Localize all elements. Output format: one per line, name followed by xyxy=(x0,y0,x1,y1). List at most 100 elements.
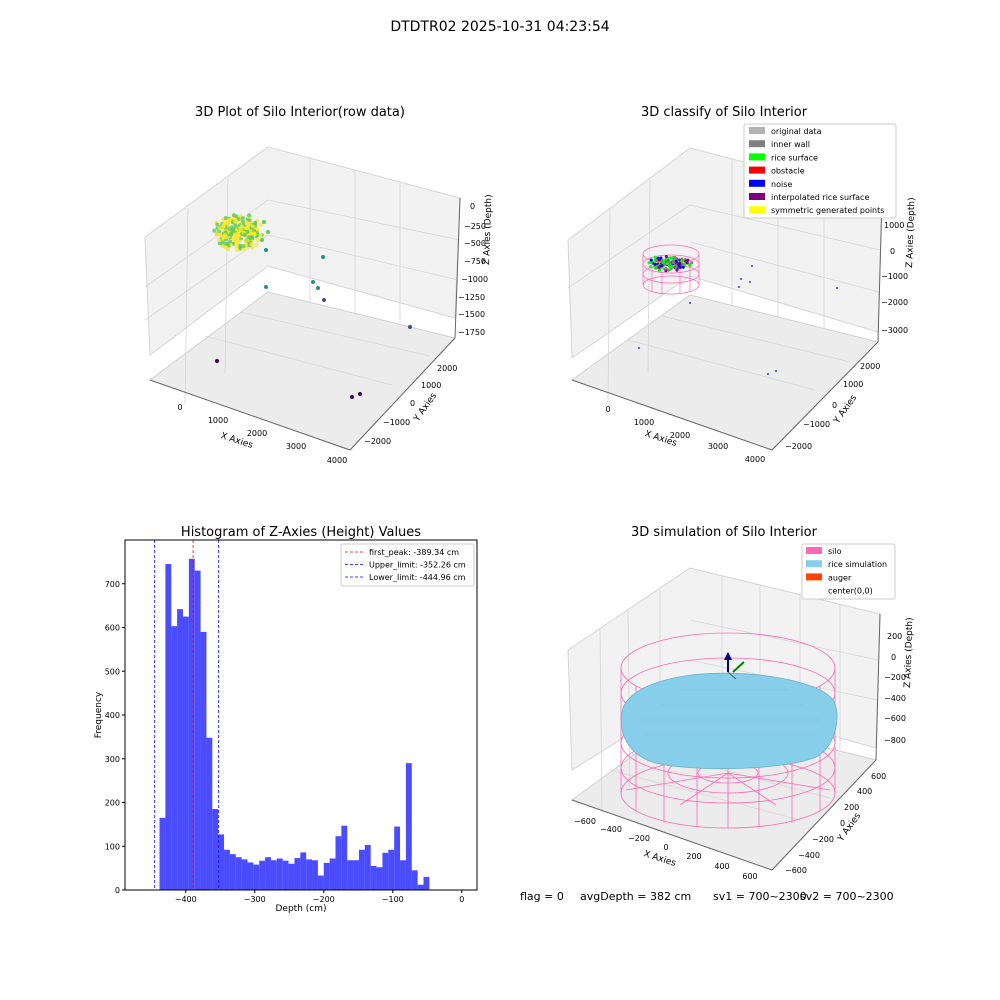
point-marker xyxy=(252,232,257,237)
histogram-bar xyxy=(159,817,166,890)
simulation-z-axis: 200 0 −200 −400 −600 −800 Z Axies (Depth… xyxy=(875,613,915,761)
point-marker xyxy=(653,255,657,259)
histogram-title: Histogram of Z-Axies (Height) Values xyxy=(181,525,421,540)
legend-label: inner wall xyxy=(771,140,810,149)
point-marker xyxy=(660,264,664,268)
point-marker xyxy=(262,220,266,224)
histogram-bar xyxy=(312,860,318,890)
raw-z-tick: −1000 xyxy=(461,275,488,284)
histogram-bar xyxy=(212,809,219,890)
point-marker xyxy=(231,213,236,218)
histogram-x-axis: −400 −300 −200 −100 0 xyxy=(175,890,464,904)
point-marker xyxy=(247,222,252,226)
legend-swatch xyxy=(749,179,765,187)
point-marker xyxy=(243,238,248,243)
histogram-bar xyxy=(370,865,377,890)
histogram-bar xyxy=(353,860,359,890)
histogram-x-axis-label: Depth (cm) xyxy=(275,904,326,914)
histogram-bar xyxy=(224,849,230,890)
x-tick-label: −300 xyxy=(244,895,266,904)
histogram-bar xyxy=(388,849,395,890)
point-marker xyxy=(242,232,247,237)
sv2-status: sv2 = 700~2300 xyxy=(800,890,894,903)
point-marker xyxy=(252,221,257,226)
point-marker xyxy=(657,258,661,262)
classified-z-tick: −3000 xyxy=(881,326,908,335)
raw-z-tick: −750 xyxy=(464,257,486,266)
point-marker xyxy=(664,255,668,258)
point-marker xyxy=(638,347,640,349)
legend-swatch xyxy=(749,153,765,161)
histogram-bar xyxy=(382,852,389,890)
legend-swatch xyxy=(806,573,822,581)
point-marker xyxy=(264,248,268,252)
y-tick-label: 100 xyxy=(105,842,120,851)
point-marker xyxy=(247,218,252,222)
point-marker xyxy=(311,280,315,284)
legend-swatch xyxy=(749,127,765,134)
classified-z-axis: 1000 0 −1000 −2000 −3000 Z Axies (Depth) xyxy=(877,197,917,343)
point-marker xyxy=(688,262,692,266)
legend-swatch xyxy=(749,193,765,200)
point-marker xyxy=(214,232,219,237)
point-marker xyxy=(680,259,684,263)
simulation-x-tick: −400 xyxy=(600,825,622,834)
simulation-z-axis-label: Z Axies (Depth) xyxy=(903,617,915,688)
simulation-y-tick: 400 xyxy=(857,787,872,796)
simulation-x-tick: −600 xyxy=(574,817,596,826)
point-marker xyxy=(249,242,254,246)
x-tick-label: −100 xyxy=(382,895,404,904)
point-marker xyxy=(241,219,246,224)
point-marker xyxy=(655,259,659,263)
histogram-bar xyxy=(235,857,242,890)
point-marker xyxy=(216,238,221,243)
histogram-bar xyxy=(177,609,183,890)
point-marker xyxy=(321,255,325,259)
point-marker xyxy=(775,370,777,372)
point-marker xyxy=(663,267,667,271)
classified-x-tick: 0 xyxy=(605,405,610,414)
y-tick-label: 200 xyxy=(105,799,120,808)
point-marker xyxy=(223,216,228,220)
point-marker xyxy=(685,261,689,265)
point-marker xyxy=(258,233,263,238)
histogram-bar xyxy=(300,852,307,890)
simulation-z-tick: −600 xyxy=(884,714,906,723)
histogram-bar xyxy=(253,864,260,890)
legend-label: first_peak: -389.34 cm xyxy=(369,548,459,557)
point-marker xyxy=(228,239,233,244)
legend-label: Upper_limit: -352.26 cm xyxy=(369,561,466,570)
point-marker xyxy=(215,359,219,363)
point-marker xyxy=(671,259,675,263)
point-marker xyxy=(653,262,657,266)
histogram-bar xyxy=(411,870,418,890)
simulation-z-tick: −200 xyxy=(884,673,906,682)
simulation-3d-panel: 3D simulation of Silo Interior xyxy=(567,525,915,881)
histogram-bar xyxy=(171,626,178,890)
histogram-bar xyxy=(317,875,324,890)
point-marker xyxy=(767,373,769,375)
simulation-x-tick: 400 xyxy=(714,862,729,871)
legend-frame xyxy=(801,543,896,600)
point-marker xyxy=(240,216,245,221)
point-marker xyxy=(686,258,690,262)
legend-swatch xyxy=(749,140,765,148)
avg-depth-status: avgDepth = 382 cm xyxy=(580,890,691,903)
point-marker xyxy=(237,245,242,250)
point-marker xyxy=(247,213,252,218)
simulation-x-tick: −200 xyxy=(628,834,650,843)
histogram-bar xyxy=(405,763,412,890)
classified-x-tick: 3000 xyxy=(708,442,728,451)
point-marker xyxy=(237,230,242,234)
legend-label: Lower_limit: -444.96 cm xyxy=(369,573,466,582)
histogram-bar xyxy=(288,863,295,890)
raw-data-3d-panel: 3D Plot of Silo Interior(row data) 0 100… xyxy=(144,105,494,465)
histogram-y-axis: 0 100 200 300 400 500 600 700 xyxy=(105,580,125,895)
classified-legend: original data inner wall rice surface obsta… xyxy=(743,123,897,219)
point-marker xyxy=(224,241,229,246)
raw-z-tick: −1250 xyxy=(458,293,485,302)
point-marker xyxy=(250,235,255,239)
point-marker xyxy=(255,237,260,242)
histogram-bar xyxy=(182,616,189,890)
histogram-bar xyxy=(194,570,201,890)
